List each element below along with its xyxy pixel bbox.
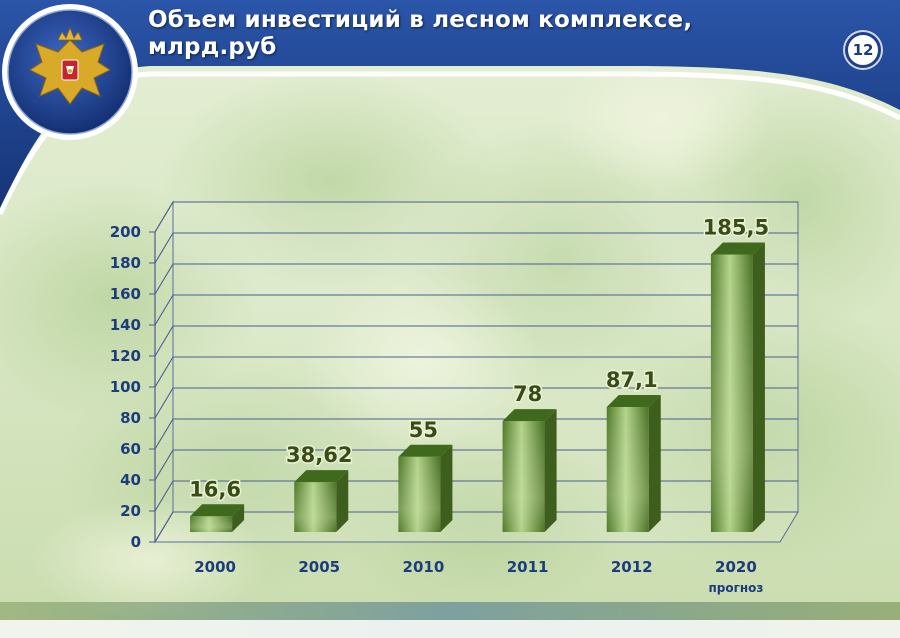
y-tick-label: 60 [120, 440, 141, 458]
bar-side [752, 242, 765, 532]
chart-walls [154, 200, 799, 544]
chart-bars [190, 242, 765, 532]
chart-floor [154, 511, 799, 543]
y-tick-label: 0 [131, 533, 141, 551]
data-label: 55 [409, 418, 438, 442]
bar-top [398, 444, 453, 457]
gridline [154, 356, 798, 388]
gridline [154, 325, 798, 357]
bar-shine [294, 482, 337, 532]
data-label: 16,6 [189, 477, 241, 501]
y-tick-label: 100 [110, 378, 141, 396]
bar-shine [710, 254, 753, 532]
x-tick-label: 2012 [611, 558, 653, 576]
bar-side [544, 409, 557, 532]
y-axis: 0 20 40 60 80 100 120 140 160 180 200 [110, 223, 156, 551]
header-white-swoosh [0, 71, 900, 216]
bar-shine [502, 421, 545, 532]
bar-shine [398, 456, 441, 532]
gridline [154, 201, 798, 233]
x-tick-sublabel: прогноз [708, 581, 763, 595]
y-tick-label: 40 [120, 471, 141, 489]
data-label: 78 [513, 382, 542, 406]
gridline [154, 480, 798, 512]
x-tick-label: 2005 [298, 558, 340, 576]
y-tick-label: 80 [120, 409, 141, 427]
y-tick-label: 160 [110, 285, 141, 303]
bar-side [648, 394, 661, 532]
gridline [154, 418, 798, 450]
y-tick-label: 120 [110, 347, 141, 365]
bar-shine [190, 516, 233, 532]
slide-title-line-1: Объем инвестиций в лесном комплексе, [148, 7, 693, 33]
gridline [154, 387, 798, 419]
chart-gridlines [154, 201, 798, 543]
bar-side [232, 504, 245, 532]
bar-top [502, 409, 557, 422]
bar-shine [606, 406, 649, 532]
slide-title-line-2: млрд.руб [148, 34, 277, 60]
x-tick-label: 2020 [715, 558, 757, 576]
gridline [154, 294, 798, 326]
data-labels: 16,6 38,62 55 78 87,1 185,5 [188, 214, 771, 503]
data-label: 87,1 [606, 368, 658, 392]
x-tick-label: 2011 [507, 558, 549, 576]
coat-of-arms-icon [2, 4, 138, 140]
bar-top [710, 242, 765, 255]
x-tick-label: 2010 [403, 558, 445, 576]
y-tick-label: 200 [110, 223, 141, 241]
gridline [154, 263, 798, 295]
data-label: 38,62 [286, 443, 352, 467]
slide-number-badge: 12 [845, 32, 881, 68]
bar-side [440, 444, 453, 532]
bar-top [190, 504, 245, 517]
bar-top [606, 394, 661, 407]
data-label: 185,5 [703, 215, 769, 239]
gridline [154, 449, 798, 481]
bar-top [294, 470, 349, 483]
x-axis: 2000 2005 2010 2011 2012 2020 прогноз [194, 558, 763, 595]
y-tick-label: 20 [120, 502, 141, 520]
gridline [154, 511, 798, 543]
x-tick-label: 2000 [194, 558, 236, 576]
y-tick-label: 180 [110, 254, 141, 272]
bar-side [336, 470, 349, 532]
y-tick-label: 140 [110, 316, 141, 334]
header-banner [0, 0, 900, 210]
gridline [154, 232, 798, 264]
